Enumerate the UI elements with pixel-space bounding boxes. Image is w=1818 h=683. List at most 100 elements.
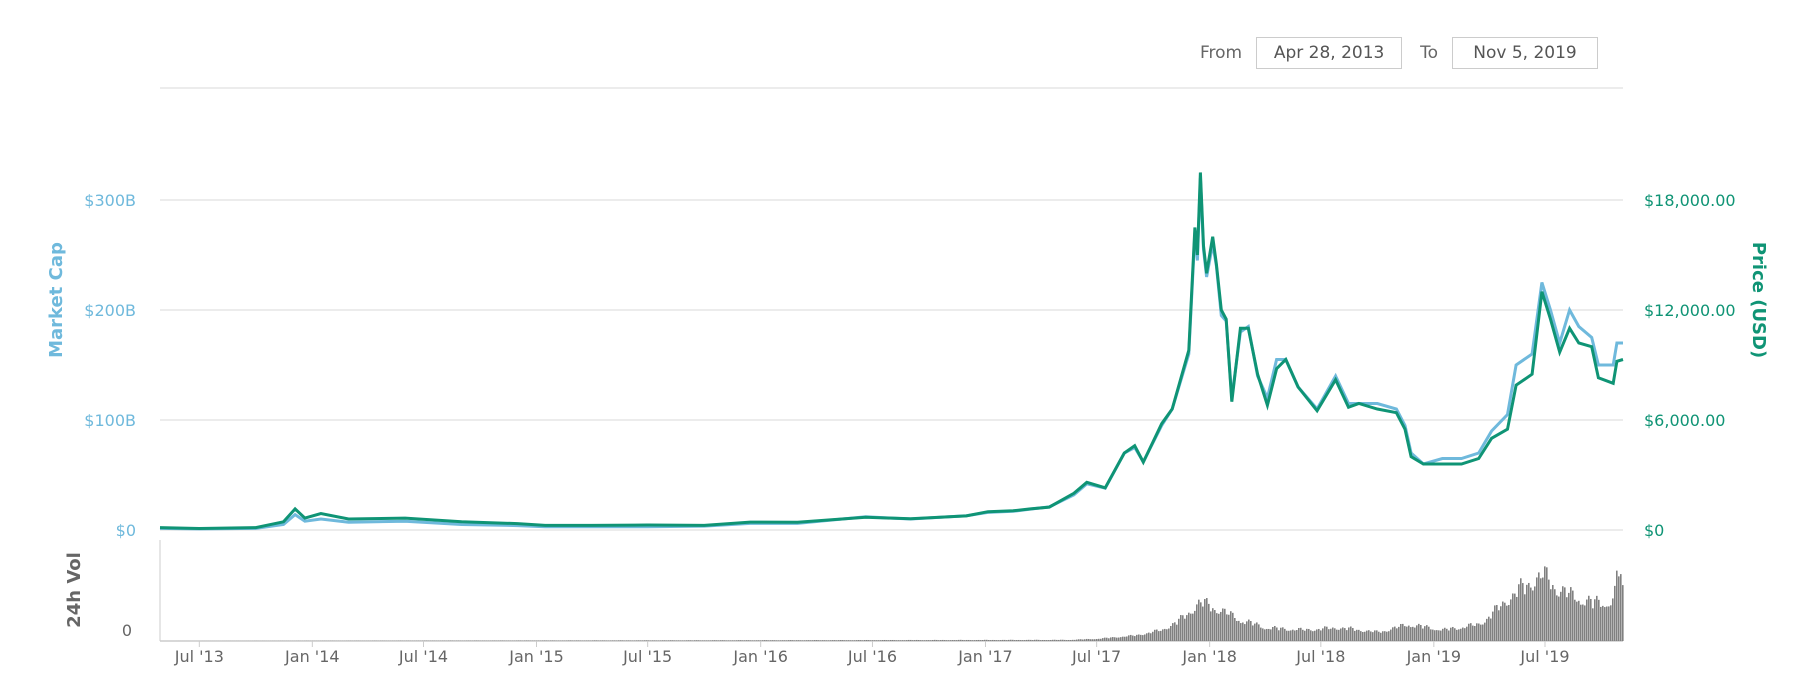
volume-bar (1340, 628, 1342, 641)
volume-bar (1306, 628, 1308, 641)
volume-bar (1032, 640, 1034, 641)
volume-bar (552, 640, 554, 641)
volume-bar (1250, 620, 1252, 641)
volume-bar (940, 640, 942, 641)
x-tick-label: Jul '15 (622, 647, 672, 666)
volume-bar (1502, 601, 1504, 641)
volume-bar (1618, 576, 1620, 641)
volume-bar (718, 640, 720, 641)
volume-bar (1370, 631, 1372, 641)
volume-bar (1428, 626, 1430, 641)
volume-bar (1516, 596, 1518, 641)
x-tick-label: Jul '16 (847, 647, 897, 666)
volume-bar (1078, 639, 1080, 641)
volume-bar (1136, 634, 1138, 641)
volume-bar (862, 640, 864, 641)
volume-bar (828, 640, 830, 641)
volume-bar (1046, 640, 1048, 641)
volume-bar (1594, 599, 1596, 641)
volume-bar (880, 640, 882, 641)
volume-bar (1016, 640, 1018, 641)
volume-bar (1570, 587, 1572, 641)
volume-bar (896, 640, 898, 641)
volume-bar (1180, 615, 1182, 641)
left-tick-label: $200B (84, 301, 136, 320)
volume-bar (1386, 631, 1388, 641)
volume-bar (1190, 613, 1192, 641)
volume-bar (646, 640, 648, 641)
volume-bar (800, 640, 802, 641)
left-tick-label: $100B (84, 411, 136, 430)
volume-bar (946, 640, 948, 641)
volume-bar (542, 640, 544, 641)
volume-bar (1276, 627, 1278, 641)
volume-bar (1410, 627, 1412, 641)
volume-bar (1232, 612, 1234, 641)
volume-bar (1588, 595, 1590, 641)
volume-bar (1004, 639, 1006, 641)
right-axis-ticks: $0 $6,000.00 $12,000.00 $18,000.00 (1644, 191, 1736, 540)
volume-bar (1120, 637, 1122, 641)
volume-bar (1310, 630, 1312, 641)
volume-bar (1498, 610, 1500, 641)
from-date-input[interactable] (1256, 37, 1403, 69)
volume-bar (826, 640, 828, 641)
volume-bar (764, 640, 766, 641)
volume-bar (1166, 629, 1168, 641)
volume-bar (1344, 628, 1346, 641)
volume-bar (1402, 623, 1404, 641)
volume-bar (1592, 608, 1594, 641)
volume-bar (1204, 599, 1206, 641)
volume-bar (752, 640, 754, 641)
volume-bar (634, 640, 636, 641)
volume-bar (1606, 606, 1608, 641)
volume-bar (930, 640, 932, 641)
volume-bar (1586, 599, 1588, 641)
volume-bar (1188, 612, 1190, 641)
volume-bar (1620, 574, 1622, 641)
volume-bar (1362, 631, 1364, 641)
volume-bar (894, 640, 896, 641)
volume-bar (1284, 628, 1286, 641)
volume-bar (892, 639, 894, 641)
to-label: To (1420, 43, 1439, 63)
volume-bar (1226, 614, 1228, 641)
volume-bar (1398, 626, 1400, 641)
volume-bar (1342, 627, 1344, 641)
volume-bar (1252, 625, 1254, 641)
volume-bar (1012, 639, 1014, 641)
volume-bar (810, 640, 812, 641)
volume-bar (772, 640, 774, 641)
volume-bar (790, 640, 792, 641)
volume-bar (776, 640, 778, 641)
volume-bar (918, 640, 920, 641)
to-date-input[interactable] (1452, 37, 1599, 69)
volume-bar (1394, 626, 1396, 641)
volume-bar (922, 640, 924, 641)
volume-bar (678, 640, 680, 641)
volume-bar (1538, 572, 1540, 641)
volume-bar (1024, 640, 1026, 641)
volume-bar (1000, 640, 1002, 641)
volume-bar (1492, 611, 1494, 641)
volume-bar (1556, 595, 1558, 641)
volume-bar (812, 640, 814, 641)
volume-bar (1080, 639, 1082, 641)
volume-bar (1414, 627, 1416, 641)
volume-bar (672, 640, 674, 641)
x-tick-label: Jan '16 (732, 647, 788, 666)
volume-bar (662, 640, 664, 641)
volume-bar (1026, 639, 1028, 641)
volume-bar (916, 639, 918, 641)
volume-bar (602, 640, 604, 641)
volume-bar (1052, 639, 1054, 641)
volume-bar (996, 640, 998, 641)
volume-bar (710, 640, 712, 641)
volume-bar (636, 640, 638, 641)
volume-bar (1300, 627, 1302, 641)
volume-bar (792, 640, 794, 641)
left-axis-ticks: $0 $100B $200B $300B (84, 191, 136, 540)
volume-bar (1038, 639, 1040, 641)
volume-bar (1486, 618, 1488, 641)
volume-bar (1214, 610, 1216, 641)
